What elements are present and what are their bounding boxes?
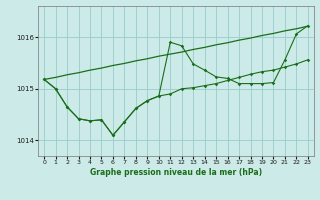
X-axis label: Graphe pression niveau de la mer (hPa): Graphe pression niveau de la mer (hPa): [90, 168, 262, 177]
